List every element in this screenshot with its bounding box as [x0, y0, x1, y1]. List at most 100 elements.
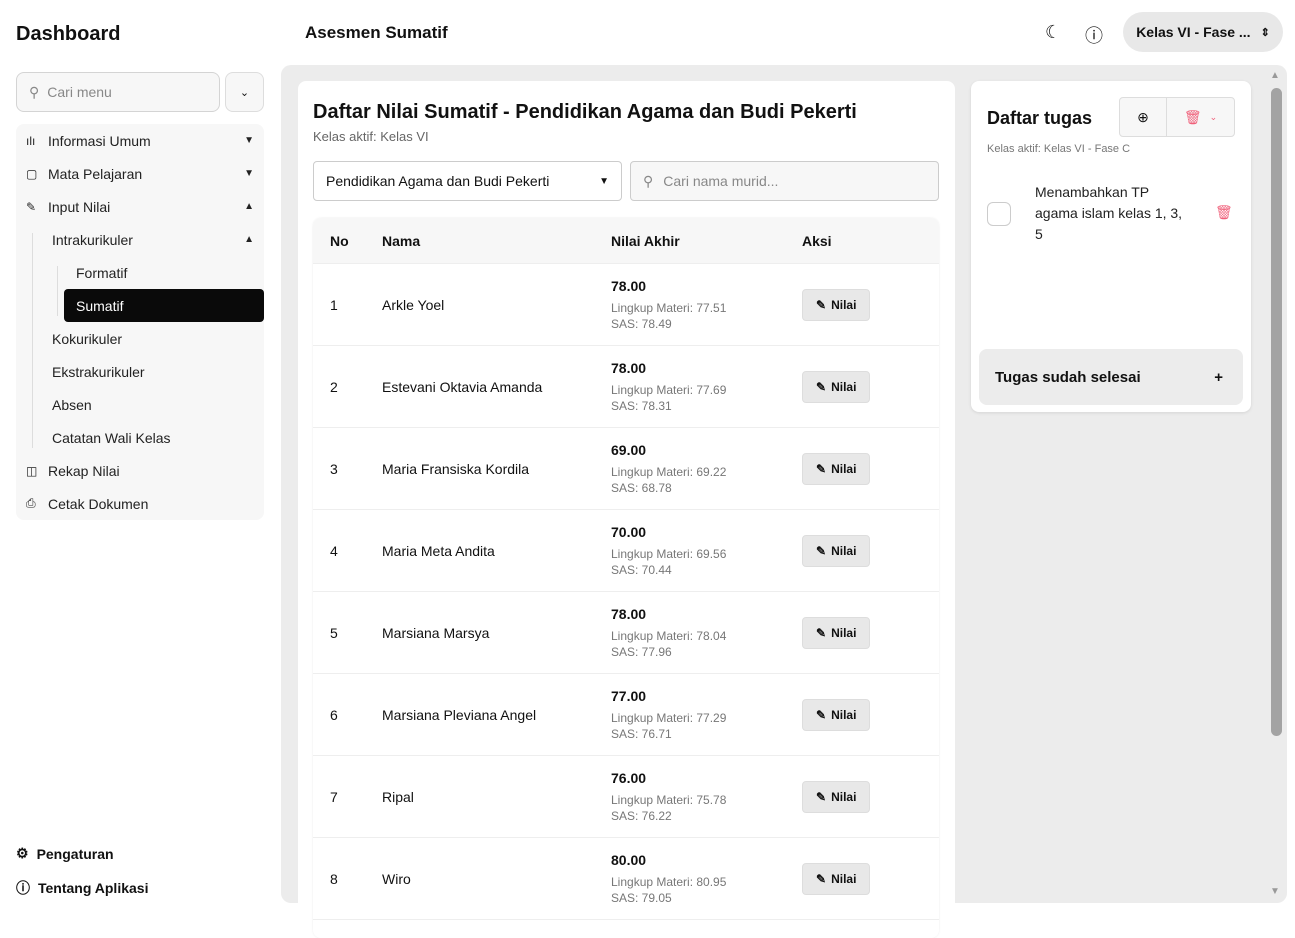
- table-row: 4 Maria Meta Andita 70.00 Lingkup Materi:…: [313, 510, 939, 592]
- edit-icon: ✎: [816, 379, 827, 394]
- final-score: 80.00: [611, 851, 647, 868]
- grades-table: No Nama Nilai Akhir Aksi 1 Arkle Yoel 78…: [313, 218, 939, 938]
- final-score: 69.00: [611, 441, 647, 458]
- grades-subtitle: Kelas aktif: Kelas VI: [313, 129, 429, 144]
- row-number: 3: [330, 460, 338, 477]
- lingkup-materi-score: Lingkup Materi: 69.56: [611, 546, 727, 561]
- task-text: Menambahkan TP agama islam kelas 1, 3, 5: [1035, 184, 1183, 242]
- sidebar-item-absen[interactable]: Absen: [52, 396, 92, 413]
- scrollbar[interactable]: [1271, 88, 1282, 736]
- chevron-down-icon: ▼: [244, 168, 254, 179]
- menu-search-input[interactable]: ⚲ Cari menu: [16, 72, 220, 112]
- chevron-down-icon: ⌄: [239, 86, 250, 99]
- edit-icon: ✎: [816, 707, 827, 722]
- settings-link[interactable]: ⚙ Pengaturan: [16, 845, 114, 862]
- table-row: 1 Arkle Yoel 78.00 Lingkup Materi: 77.51 S…: [313, 264, 939, 346]
- class-selector[interactable]: Kelas VI - Fase ... ⇕: [1123, 12, 1283, 52]
- sas-score: SAS: 78.49: [611, 316, 672, 331]
- row-number: 7: [330, 788, 338, 805]
- lingkup-materi-score: Lingkup Materi: 75.78: [611, 792, 727, 807]
- nilai-button[interactable]: ✎ Nilai: [802, 534, 871, 567]
- add-task-button[interactable]: ⊕: [1120, 98, 1167, 136]
- task-checkbox[interactable]: [987, 202, 1011, 226]
- chevron-up-down-icon: ⇕: [1260, 26, 1270, 39]
- sidebar-item-catatan-wali-kelas[interactable]: Catatan Wali Kelas: [52, 429, 171, 446]
- search-icon: ⚲: [29, 83, 40, 100]
- final-score: 76.00: [611, 769, 647, 786]
- table-row: 6 Marsiana Pleviana Angel 77.00 Lingkup M…: [313, 674, 939, 756]
- sas-score: SAS: 77.96: [611, 644, 672, 659]
- sidebar-title: Dashboard: [16, 23, 121, 45]
- subject-select[interactable]: Pendidikan Agama dan Budi Pekerti ▼: [313, 161, 622, 201]
- sidebar-item-rekap-nilai[interactable]: ◫ Rekap Nilai: [26, 462, 120, 479]
- row-number: 5: [330, 624, 338, 641]
- sidebar-item-sumatif[interactable]: Sumatif: [64, 289, 264, 322]
- edit-icon: ✎: [816, 297, 827, 312]
- table-row: 2 Estevani Oktavia Amanda 78.00 Lingkup M…: [313, 346, 939, 428]
- nilai-button[interactable]: ✎ Nilai: [802, 452, 871, 485]
- sidebar-item-formatif[interactable]: Formatif: [76, 264, 128, 281]
- nilai-button[interactable]: ✎ Nilai: [802, 370, 871, 403]
- student-name: Maria Meta Andita: [382, 542, 495, 559]
- sidebar-menu: ılı Informasi Umum ▼ ▢ Mata Pelajaran ▼ ✎ Inp…: [16, 124, 264, 520]
- final-score: 78.00: [611, 277, 647, 294]
- printer-icon: ⎙: [26, 496, 36, 510]
- scroll-down-icon[interactable]: ▼: [1270, 886, 1280, 897]
- pen-icon: ✎: [26, 199, 37, 214]
- student-name: Marsiana Pleviana Angel: [382, 706, 537, 723]
- nilai-button[interactable]: ✎ Nilai: [802, 616, 871, 649]
- gear-icon: ⚙: [16, 845, 29, 861]
- lingkup-materi-score: Lingkup Materi: 77.51: [611, 300, 727, 315]
- nilai-button[interactable]: ✎ Nilai: [802, 780, 871, 813]
- table-row: 3 Maria Fransiska Kordila 69.00 Lingkup M…: [313, 428, 939, 510]
- student-name: Arkle Yoel: [382, 296, 445, 313]
- edit-icon: ✎: [816, 543, 827, 558]
- table-row: 7 Ripal 76.00 Lingkup Materi: 75.78 SAS: 7…: [313, 756, 939, 838]
- final-score: 78.00: [611, 605, 647, 622]
- sidebar-item-intrakurikuler[interactable]: Intrakurikuler ▲: [52, 231, 254, 248]
- sidebar-item-mata-pelajaran[interactable]: ▢ Mata Pelajaran ▼: [26, 165, 254, 182]
- edit-icon: ✎: [816, 871, 827, 886]
- sidebar-item-input-nilai[interactable]: ✎ Input Nilai ▲: [26, 198, 254, 215]
- about-link[interactable]: ⓘ Tentang Aplikasi: [16, 880, 149, 896]
- sas-score: SAS: 70.44: [611, 562, 672, 577]
- sidebar-item-kokurikuler[interactable]: Kokurikuler: [52, 330, 123, 347]
- caret-down-icon: ▼: [599, 175, 609, 187]
- help-icon[interactable]: ⓘ: [1085, 26, 1103, 46]
- moon-icon[interactable]: ☾: [1045, 22, 1062, 42]
- task-title: Daftar tugas: [987, 108, 1093, 128]
- book-icon: ▢: [26, 166, 38, 181]
- plus-circle-icon: ⊕: [1137, 108, 1149, 125]
- final-score: 78.00: [611, 359, 647, 376]
- sidebar-item-cetak-dokumen[interactable]: ⎙ Cetak Dokumen: [26, 495, 149, 512]
- chevron-up-icon: ▲: [244, 201, 254, 212]
- trash-icon: 🗑: [1183, 108, 1202, 125]
- edit-icon: ✎: [816, 461, 827, 476]
- scroll-up-icon[interactable]: ▲: [1270, 70, 1280, 81]
- lingkup-materi-score: Lingkup Materi: 80.95: [611, 874, 727, 889]
- completed-tasks-toggle[interactable]: Tugas sudah selesai +: [979, 349, 1243, 405]
- nilai-button[interactable]: ✎ Nilai: [802, 288, 871, 321]
- trash-icon[interactable]: 🗑: [1215, 204, 1233, 220]
- page-title: Asesmen Sumatif: [305, 23, 448, 42]
- final-score: 70.00: [611, 523, 647, 540]
- sidebar-item-ekstrakurikuler[interactable]: Ekstrakurikuler: [52, 363, 145, 380]
- sas-score: SAS: 76.22: [611, 808, 672, 823]
- student-search-input[interactable]: ⚲ Cari nama murid...: [630, 161, 939, 201]
- lingkup-materi-score: Lingkup Materi: 69.22: [611, 464, 727, 479]
- sas-score: SAS: 78.31: [611, 398, 672, 413]
- nilai-button[interactable]: ✎ Nilai: [802, 698, 871, 731]
- row-number: 4: [330, 542, 338, 559]
- lingkup-materi-score: Lingkup Materi: 77.29: [611, 710, 727, 725]
- info-icon: ⓘ: [16, 880, 30, 896]
- menu-expand-button[interactable]: ⌄: [225, 72, 264, 112]
- plus-icon: +: [1214, 368, 1223, 386]
- table-row: 8 Wiro 80.00 Lingkup Materi: 80.95 SAS: 79…: [313, 838, 939, 920]
- edit-icon: ✎: [816, 789, 827, 804]
- lingkup-materi-score: Lingkup Materi: 78.04: [611, 628, 727, 643]
- delete-menu-button[interactable]: 🗑 ⌄: [1167, 98, 1234, 136]
- sidebar-item-informasi-umum[interactable]: ılı Informasi Umum ▼: [26, 132, 254, 149]
- sas-score: SAS: 79.05: [611, 890, 672, 905]
- nilai-button[interactable]: ✎ Nilai: [802, 862, 871, 895]
- table-row: 5 Marsiana Marsya 78.00 Lingkup Materi: 7…: [313, 592, 939, 674]
